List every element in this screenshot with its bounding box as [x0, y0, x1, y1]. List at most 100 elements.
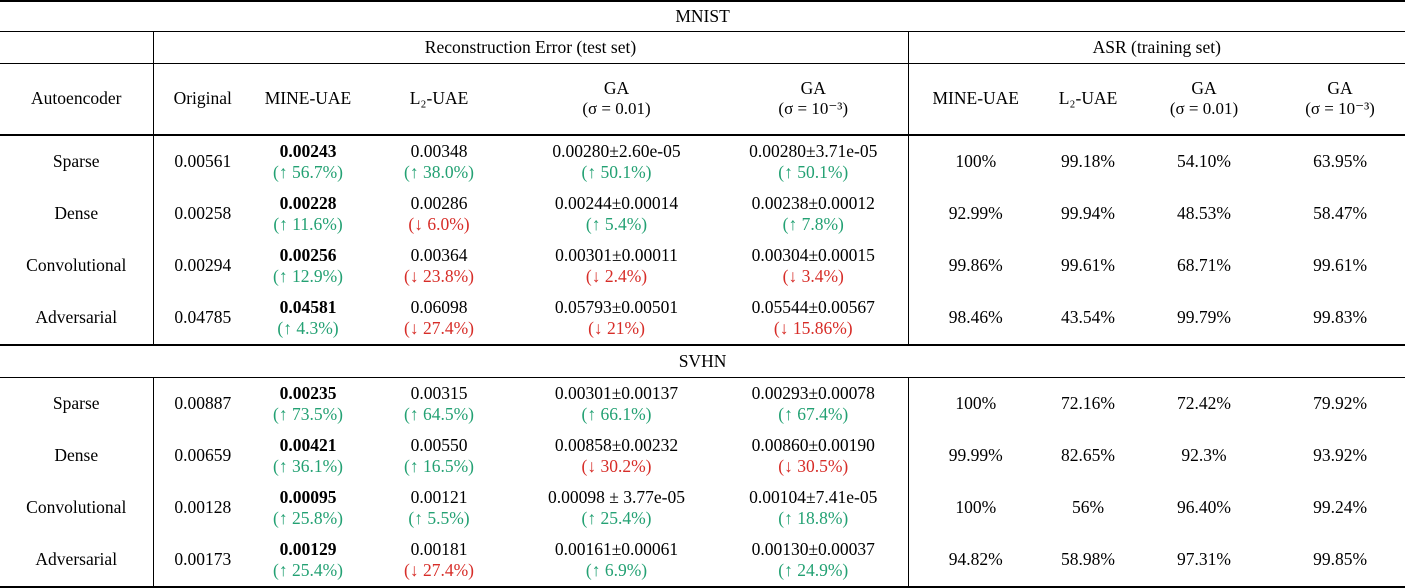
re-value: 0.00280±3.71e-05	[749, 140, 878, 161]
re-change-down: (↓ 23.8%)	[404, 266, 474, 286]
re-value: 0.00315	[410, 382, 468, 403]
re-value: 0.00858±0.00232	[554, 434, 679, 455]
dataset-title-row: MNIST	[0, 0, 1405, 32]
re-cell: 0.00550 (↑ 16.5%)	[364, 430, 514, 482]
re-value: 0.04581	[279, 296, 337, 317]
re-change-up: (↑ 56.7%)	[273, 162, 343, 182]
autoencoder-name: Adversarial	[0, 534, 154, 588]
asr-value: 94.82%	[908, 534, 1043, 588]
re-cell: 0.00130±0.00037 (↑ 24.9%)	[719, 534, 909, 588]
re-cell: 0.00304±0.00015 (↓ 3.4%)	[719, 240, 909, 292]
re-change-up: (↑ 25.8%)	[273, 508, 343, 528]
re-value: 0.00095	[279, 486, 337, 507]
column-header-asr-mine-uae: MINE-UAE	[908, 63, 1043, 136]
re-value: 0.00235	[279, 382, 337, 403]
asr-value: 100%	[955, 497, 997, 518]
asr-value: 72.42%	[1177, 393, 1231, 414]
re-cell: 0.00095 (↑ 25.8%)	[252, 482, 364, 534]
re-cell: 0.00280±3.71e-05 (↑ 50.1%)	[719, 135, 909, 188]
re-change-up: (↑ 6.9%)	[585, 560, 648, 580]
re-cell: 0.00301±0.00137 (↑ 66.1%)	[514, 378, 719, 431]
re-value: 0.05544±0.00567	[751, 296, 875, 317]
re-cell: 0.00315 (↑ 64.5%)	[364, 378, 514, 431]
group-header-reconstruction: Reconstruction Error (test set)	[153, 31, 909, 64]
re-change-up: (↑ 73.5%)	[273, 404, 343, 424]
asr-value: 58.98%	[1043, 534, 1133, 588]
re-cell: 0.00104±7.41e-05 (↑ 18.8%)	[719, 482, 909, 534]
re-value: 0.00228	[279, 192, 337, 213]
re-value: 0.00256	[279, 244, 337, 265]
re-cell: 0.06098 (↓ 27.4%)	[364, 292, 514, 346]
asr-value: 82.65%	[1061, 445, 1115, 466]
re-value: 0.00181	[410, 538, 468, 559]
column-header-original: Original	[153, 63, 252, 136]
column-header-asr-l2-uae: L₂-UAE	[1043, 63, 1133, 136]
re-cell: 0.00161±0.00061 (↑ 6.9%)	[514, 534, 719, 588]
table-row: Dense 0.00258 0.00228 (↑ 11.6%) 0.00286 (↓ 6.…	[0, 188, 1405, 240]
asr-value: 68.71%	[1177, 255, 1231, 276]
re-change-up: (↑ 25.4%)	[273, 560, 343, 580]
re-cell: 0.00243 (↑ 56.7%)	[252, 135, 364, 188]
re-change-down: (↓ 21%)	[588, 318, 645, 338]
re-cell: 0.00238±0.00012 (↑ 7.8%)	[719, 188, 909, 240]
column-header-asr-ga-1e-3: GA (σ = 10⁻³)	[1275, 63, 1405, 136]
re-value: 0.00130±0.00037	[751, 538, 875, 559]
column-header-row: Autoencoder Original MINE-UAE L₂-UAE GA(…	[0, 63, 1405, 136]
asr-value: 43.54%	[1043, 292, 1133, 346]
autoencoder-name: Dense	[0, 430, 154, 482]
re-change-up: (↑ 67.4%)	[778, 404, 849, 424]
asr-value: 97.31%	[1133, 534, 1275, 588]
dataset-title-row: SVHN	[0, 345, 1405, 378]
asr-value: 92.99%	[948, 203, 1003, 224]
asr-value: 48.53%	[1177, 203, 1231, 224]
re-change-up: (↑ 50.1%)	[581, 162, 652, 182]
re-cell: 0.05544±0.00567 (↓ 15.86%)	[719, 292, 909, 346]
asr-value: 100%	[955, 393, 997, 414]
asr-value: 99.61%	[1061, 255, 1115, 276]
original-value: 0.00887	[174, 393, 232, 414]
autoencoder-name: Convolutional	[0, 240, 154, 292]
re-change-up: (↑ 12.9%)	[273, 266, 343, 286]
re-cell: 0.04581 (↑ 4.3%)	[252, 292, 364, 346]
re-change-up: (↑ 5.4%)	[585, 214, 648, 234]
original-value: 0.00659	[174, 445, 232, 466]
table-row: Convolutional 0.00128 0.00095 (↑ 25.8%) 0.00…	[0, 482, 1405, 534]
re-cell: 0.00286 (↓ 6.0%)	[364, 188, 514, 240]
re-change-up: (↑ 5.5%)	[408, 508, 470, 528]
asr-value: 99.79%	[1133, 292, 1275, 346]
dataset-title-svhn: SVHN	[0, 345, 1405, 378]
re-change-up: (↑ 16.5%)	[404, 456, 474, 476]
column-header-autoencoder: Autoencoder	[0, 63, 154, 136]
re-cell: 0.00421 (↑ 36.1%)	[252, 430, 364, 482]
re-value: 0.00104±7.41e-05	[749, 486, 878, 507]
re-value: 0.00364	[410, 244, 468, 265]
re-change-up: (↑ 64.5%)	[404, 404, 474, 424]
re-value: 0.00304±0.00015	[751, 244, 875, 265]
asr-value: 100%	[955, 151, 997, 172]
table-row: Sparse 0.00561 0.00243 (↑ 56.7%) 0.00348 (↑ 3…	[0, 135, 1405, 188]
original-value: 0.00561	[174, 151, 232, 172]
autoencoder-name: Sparse	[0, 135, 154, 188]
re-cell: 0.00858±0.00232 (↓ 30.2%)	[514, 430, 719, 482]
re-value: 0.00121	[410, 486, 468, 507]
re-value: 0.00301±0.00137	[554, 382, 679, 403]
re-cell: 0.00348 (↑ 38.0%)	[364, 135, 514, 188]
re-cell: 0.00244±0.00014 (↑ 5.4%)	[514, 188, 719, 240]
re-value: 0.00286	[410, 192, 468, 213]
re-change-up: (↑ 25.4%)	[581, 508, 652, 528]
dataset-title-mnist: MNIST	[0, 0, 1405, 32]
re-change-down: (↓ 27.4%)	[404, 318, 474, 338]
re-change-up: (↑ 50.1%)	[778, 162, 849, 182]
table-row: Sparse 0.00887 0.00235 (↑ 73.5%) 0.00315 (↑ 6…	[0, 377, 1405, 431]
mnist-section-body: Sparse 0.00561 0.00243 (↑ 56.7%) 0.00348 (↑ 3…	[0, 135, 1405, 346]
re-change-down: (↓ 27.4%)	[404, 560, 474, 580]
re-value: 0.00301±0.00011	[555, 244, 678, 265]
autoencoder-name: Adversarial	[0, 292, 154, 346]
asr-value: 99.86%	[948, 255, 1003, 276]
re-cell: 0.00098 ± 3.77e-05 (↑ 25.4%)	[514, 482, 719, 534]
svhn-section-body: Sparse 0.00887 0.00235 (↑ 73.5%) 0.00315 (↑ 6…	[0, 377, 1405, 588]
re-change-down: (↓ 30.5%)	[778, 456, 849, 476]
original-value: 0.00258	[174, 203, 232, 224]
re-cell: 0.00121 (↑ 5.5%)	[364, 482, 514, 534]
autoencoder-name: Convolutional	[0, 482, 154, 534]
